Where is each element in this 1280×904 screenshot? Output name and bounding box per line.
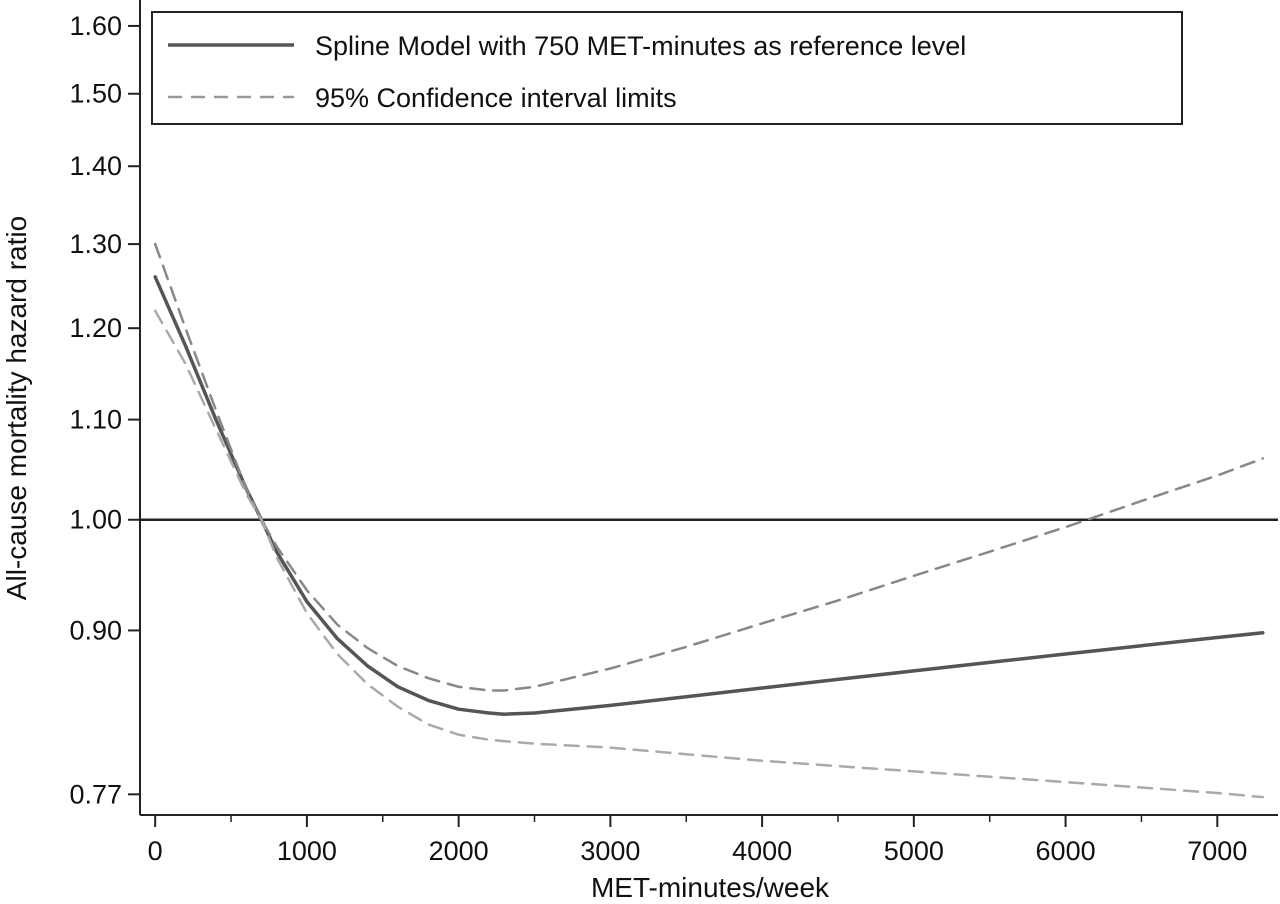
x-tick-label: 7000 [1187, 836, 1247, 866]
y-tick-label: 1.30 [69, 229, 122, 259]
y-tick-label: 1.50 [69, 79, 122, 109]
y-axis-title: All-cause mortality hazard ratio [1, 216, 32, 600]
y-tick-label: 0.77 [69, 779, 122, 809]
legend-box [151, 11, 1183, 125]
y-tick-label: 1.10 [69, 405, 122, 435]
x-tick-label: 2000 [429, 836, 489, 866]
legend: Spline Model with 750 MET-minutes as ref… [151, 11, 1183, 125]
y-tick-label: 0.90 [69, 615, 122, 645]
y-tick-label: 1.00 [69, 505, 122, 535]
y-tick-label: 1.40 [69, 151, 122, 181]
x-tick-label: 3000 [580, 836, 640, 866]
x-tick-label: 0 [148, 836, 163, 866]
legend-label-1: 95% Confidence interval limits [315, 83, 677, 113]
series-layer [153, 242, 1265, 799]
series-line-1 [153, 242, 1265, 692]
y-tick-label: 1.60 [69, 11, 122, 41]
x-tick-label: 1000 [277, 836, 337, 866]
axes-layer: 0 1000 2000 3000 4000 5000 6000 7000 0.77 0.90 1.0… [69, 0, 1278, 866]
x-tick-label: 6000 [1036, 836, 1096, 866]
x-tick-label: 4000 [732, 836, 792, 866]
x-axis-title: MET-minutes/week [591, 872, 830, 903]
legend-label-0: Spline Model with 750 MET-minutes as ref… [315, 31, 966, 61]
y-tick-label: 1.20 [69, 313, 122, 343]
x-tick-label: 5000 [884, 836, 944, 866]
series-line-2 [153, 309, 1265, 799]
